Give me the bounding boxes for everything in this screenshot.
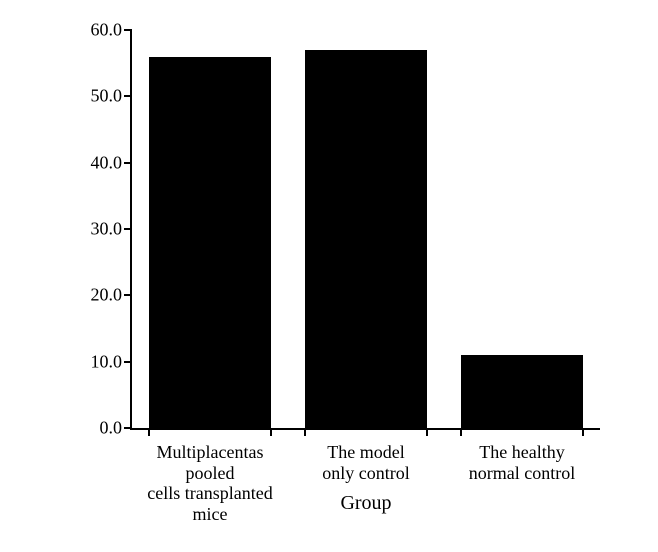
y-tick-label: 60.0: [91, 20, 123, 41]
bar: [461, 355, 583, 428]
y-tick: [124, 162, 132, 164]
x-tick: [460, 428, 462, 436]
plot-area: Bone marrow pimelosis area (%) Group 0.0…: [130, 30, 600, 430]
x-tick: [270, 428, 272, 436]
y-tick: [124, 228, 132, 230]
y-tick: [124, 361, 132, 363]
x-axis-title: Group: [340, 492, 391, 515]
y-tick: [124, 427, 132, 429]
x-tick: [148, 428, 150, 436]
x-tick: [426, 428, 428, 436]
x-tick: [304, 428, 306, 436]
y-tick: [124, 95, 132, 97]
y-tick-label: 50.0: [91, 86, 123, 107]
y-tick-label: 30.0: [91, 219, 123, 240]
x-category-label: Multiplacentas pooledcells transplanted …: [132, 442, 288, 525]
x-category-label: The modelonly control: [288, 442, 444, 483]
y-tick-label: 10.0: [91, 351, 123, 372]
y-tick-label: 0.0: [100, 418, 123, 439]
y-tick: [124, 29, 132, 31]
y-tick: [124, 294, 132, 296]
bar: [149, 57, 271, 428]
y-tick-label: 40.0: [91, 152, 123, 173]
y-tick-label: 20.0: [91, 285, 123, 306]
x-tick: [582, 428, 584, 436]
x-category-label: The healthynormal control: [444, 442, 600, 483]
bar-chart: Bone marrow pimelosis area (%) Group 0.0…: [40, 20, 638, 532]
bar: [305, 50, 427, 428]
